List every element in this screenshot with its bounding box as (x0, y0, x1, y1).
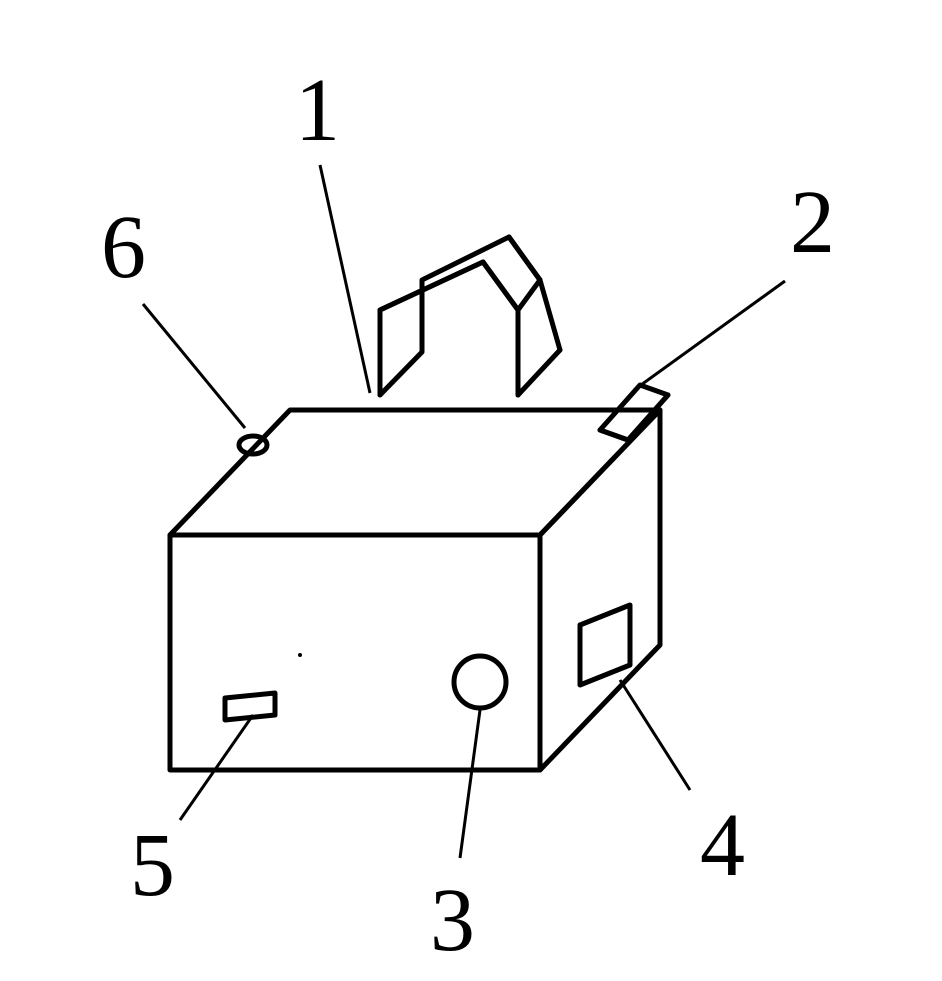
diagram-root: 1 2 3 4 5 6 (0, 0, 942, 981)
leader-line-4 (620, 680, 690, 790)
callout-6: 6 (101, 198, 146, 297)
side-panel (580, 605, 630, 685)
body-front-face (170, 535, 540, 770)
handle-ridge-right (483, 262, 518, 310)
handle-base-right (518, 350, 560, 395)
handle-back-edge (540, 280, 560, 350)
front-hole (454, 656, 506, 708)
handle-ridge (380, 262, 483, 310)
callout-2: 2 (790, 173, 835, 272)
callout-numbers: 1 2 3 4 5 6 (101, 61, 835, 970)
leader-line-1 (320, 165, 370, 393)
leader-line-3 (460, 710, 480, 858)
callout-5: 5 (130, 816, 175, 915)
handle-back-right (509, 237, 540, 280)
device-drawing (170, 237, 668, 770)
body-top-face (170, 410, 660, 535)
callout-4: 4 (700, 796, 745, 895)
handle-side-seam (518, 280, 540, 310)
leader-line-2 (634, 281, 785, 390)
speck (298, 653, 302, 657)
callout-3: 3 (430, 871, 475, 970)
callout-1: 1 (295, 61, 340, 160)
left-slot (225, 693, 275, 720)
leader-line-6 (143, 304, 245, 428)
knob-front-edge (600, 430, 628, 440)
